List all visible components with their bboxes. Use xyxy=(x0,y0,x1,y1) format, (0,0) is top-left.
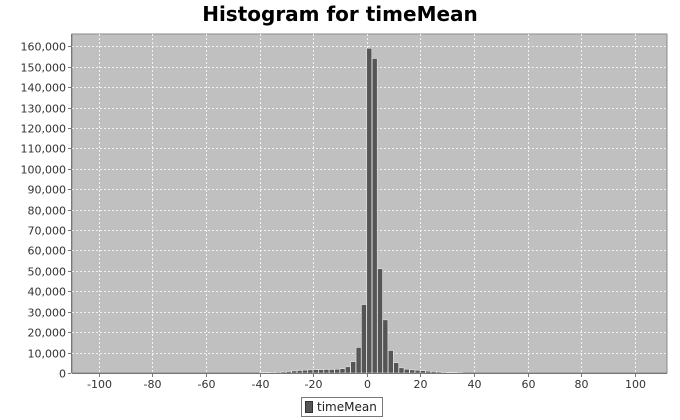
histogram-bar xyxy=(371,58,378,374)
histogram-bar xyxy=(382,319,389,374)
histogram-bar xyxy=(361,304,367,374)
histogram-bar xyxy=(425,370,431,374)
y-tick-label: 160,000 xyxy=(21,41,67,54)
x-tick-label: -60 xyxy=(198,378,216,391)
histogram-bar xyxy=(404,369,410,374)
x-tick-label: 20 xyxy=(414,378,428,391)
y-tick-label: 110,000 xyxy=(21,143,67,156)
histogram-bar xyxy=(318,369,324,374)
histogram-bar xyxy=(329,369,335,374)
histogram-bar xyxy=(339,368,346,374)
y-tick-label: 130,000 xyxy=(21,103,67,116)
y-tick-label: 20,000 xyxy=(28,327,67,340)
histogram-bar xyxy=(280,371,287,374)
histogram-bar xyxy=(270,372,276,374)
histogram-bar xyxy=(414,370,421,374)
histogram-bar xyxy=(398,367,405,374)
x-tick-label: -100 xyxy=(87,378,112,391)
y-tick-label: 100,000 xyxy=(21,164,67,177)
x-tick-label: -20 xyxy=(305,378,323,391)
y-tick-label: 120,000 xyxy=(21,123,67,136)
histogram-bar xyxy=(307,369,314,374)
histogram-bar xyxy=(302,369,308,374)
histogram-bar xyxy=(393,362,399,374)
x-tick-label: 60 xyxy=(522,378,536,391)
histogram-bar xyxy=(323,369,330,374)
y-tick-label: 150,000 xyxy=(21,62,67,75)
x-tick-label: 80 xyxy=(575,378,589,391)
legend-swatch xyxy=(305,401,313,413)
histogram-bar xyxy=(275,371,281,374)
histogram-bar xyxy=(334,369,340,374)
x-tick-label: 100 xyxy=(625,378,646,391)
histogram-bar xyxy=(350,361,356,374)
y-tick-label: 50,000 xyxy=(28,266,67,279)
histogram-bar xyxy=(436,371,442,374)
histogram-bar xyxy=(286,371,292,374)
y-tick-label: 40,000 xyxy=(28,286,67,299)
histogram-bar xyxy=(377,268,383,374)
x-tick-label: -80 xyxy=(144,378,162,391)
histogram-bar xyxy=(291,370,297,374)
histogram-bar xyxy=(366,48,372,374)
chart-title: Histogram for timeMean xyxy=(202,2,478,26)
y-tick-label: 10,000 xyxy=(28,348,67,361)
histogram-bar xyxy=(345,366,351,374)
x-tick-label: 0 xyxy=(364,378,371,391)
x-tick-label: 40 xyxy=(468,378,482,391)
histogram-bar xyxy=(296,370,303,374)
y-tick-label: 80,000 xyxy=(28,205,67,218)
histogram-bar xyxy=(313,369,319,374)
histogram-bar xyxy=(409,369,415,374)
y-tick-label: 0 xyxy=(59,368,66,381)
histogram-bar xyxy=(420,370,426,374)
legend: timeMean xyxy=(301,397,383,417)
histogram-bar xyxy=(441,372,448,374)
y-tick-label: 30,000 xyxy=(28,307,67,320)
histogram-bar xyxy=(430,371,437,374)
histogram-bar xyxy=(355,347,362,374)
y-tick-label: 90,000 xyxy=(28,184,67,197)
y-tick-label: 60,000 xyxy=(28,245,67,258)
x-tick-label: -40 xyxy=(252,378,270,391)
histogram-bar xyxy=(388,350,394,374)
legend-label: timeMean xyxy=(317,400,377,414)
y-tick-label: 70,000 xyxy=(28,225,67,238)
y-tick-label: 140,000 xyxy=(21,82,67,95)
